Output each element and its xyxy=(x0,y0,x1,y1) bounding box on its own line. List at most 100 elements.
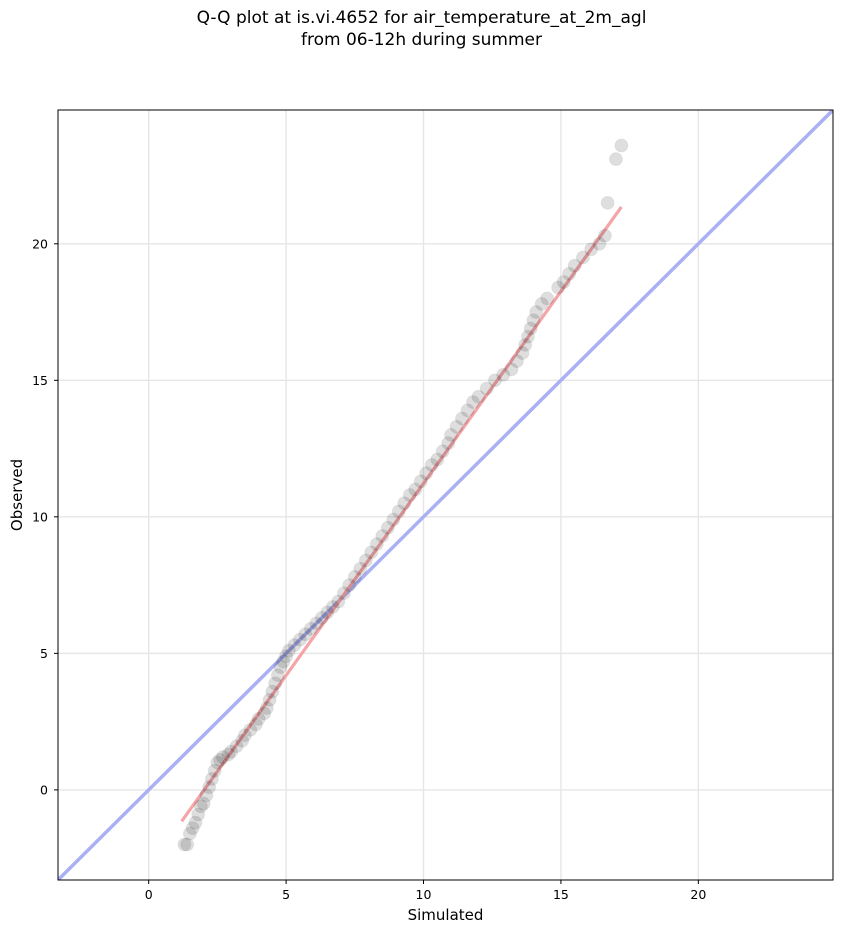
data-point xyxy=(268,676,283,691)
data-point xyxy=(424,457,439,472)
y-tick-label: 10 xyxy=(32,509,48,524)
data-point xyxy=(556,275,571,290)
data-point xyxy=(471,389,486,404)
x-tick-label: 15 xyxy=(553,887,569,902)
data-point xyxy=(364,545,379,560)
data-point xyxy=(419,466,434,481)
data-point xyxy=(353,561,368,576)
data-point xyxy=(270,668,285,683)
data-point xyxy=(262,692,277,707)
data-point xyxy=(435,444,450,459)
data-point xyxy=(430,452,445,467)
data-point xyxy=(265,684,280,699)
data-point xyxy=(408,482,423,497)
data-point xyxy=(224,744,239,759)
data-point xyxy=(375,528,390,543)
data-point xyxy=(325,599,340,614)
data-point xyxy=(177,837,192,852)
data-point xyxy=(391,504,406,519)
x-tick-label: 5 xyxy=(282,887,290,902)
data-point xyxy=(182,826,197,841)
data-point xyxy=(273,660,288,675)
data-point xyxy=(540,291,555,306)
data-point xyxy=(441,436,456,451)
data-point xyxy=(518,337,533,352)
y-tick-label: 5 xyxy=(40,646,48,661)
data-point xyxy=(534,296,549,311)
data-point xyxy=(292,632,307,647)
data-point xyxy=(358,553,373,568)
data-point xyxy=(515,346,530,361)
data-point xyxy=(443,427,458,442)
x-axis-ticks: 0 5 10 15 20 xyxy=(145,880,706,902)
y-tick-label: 15 xyxy=(32,373,48,388)
x-tick-label: 10 xyxy=(416,887,432,902)
data-point xyxy=(251,711,266,726)
data-point xyxy=(454,411,469,426)
data-point xyxy=(215,750,230,765)
data-point xyxy=(567,258,582,273)
data-point xyxy=(320,605,335,620)
fit-line xyxy=(180,206,623,823)
data-point xyxy=(303,621,318,636)
data-point xyxy=(309,616,324,631)
data-point xyxy=(597,228,612,243)
data-point xyxy=(413,474,428,489)
data-point xyxy=(449,419,464,434)
data-point xyxy=(243,722,258,737)
data-point xyxy=(331,594,346,609)
data-point xyxy=(397,496,412,511)
data-point xyxy=(369,537,384,552)
data-point xyxy=(237,728,252,743)
data-point xyxy=(221,747,236,762)
data-point xyxy=(526,313,541,328)
data-point xyxy=(298,627,313,642)
data-point xyxy=(575,250,590,265)
data-point xyxy=(380,520,395,535)
data-point xyxy=(342,578,357,593)
data-point xyxy=(584,242,599,257)
data-point xyxy=(562,266,577,281)
data-point xyxy=(402,488,417,502)
data-point xyxy=(523,321,538,336)
data-point xyxy=(487,373,502,388)
data-point xyxy=(509,354,524,369)
data-point xyxy=(279,649,294,664)
data-point xyxy=(210,755,225,770)
data-points xyxy=(177,138,629,852)
data-point xyxy=(386,512,401,527)
data-point xyxy=(520,329,535,344)
data-point xyxy=(213,752,228,767)
data-point xyxy=(199,788,214,803)
data-point xyxy=(465,395,480,410)
y-tick-label: 20 xyxy=(32,236,48,251)
data-point xyxy=(257,706,272,721)
data-point xyxy=(614,138,629,153)
data-point xyxy=(592,236,607,251)
data-point xyxy=(347,569,362,584)
data-point xyxy=(188,815,203,830)
reference-lines xyxy=(58,110,833,880)
grid xyxy=(58,110,833,880)
data-point xyxy=(460,403,475,418)
data-point xyxy=(314,610,329,625)
data-point xyxy=(529,305,544,320)
data-point xyxy=(204,771,219,786)
data-point xyxy=(287,638,302,653)
data-point xyxy=(193,799,208,814)
data-point xyxy=(235,733,250,748)
data-point xyxy=(185,821,200,836)
data-point xyxy=(276,654,291,669)
data-point xyxy=(207,763,222,778)
x-tick-label: 20 xyxy=(690,887,706,902)
data-point xyxy=(180,837,195,852)
data-point xyxy=(551,280,566,295)
data-point xyxy=(600,195,615,210)
data-point xyxy=(281,643,296,658)
x-axis-label: Simulated xyxy=(408,906,484,924)
data-point xyxy=(479,381,494,396)
data-point xyxy=(196,796,211,811)
y-axis-ticks: 0 5 10 15 20 xyxy=(32,236,58,797)
y-axis-label: Observed xyxy=(8,459,26,531)
